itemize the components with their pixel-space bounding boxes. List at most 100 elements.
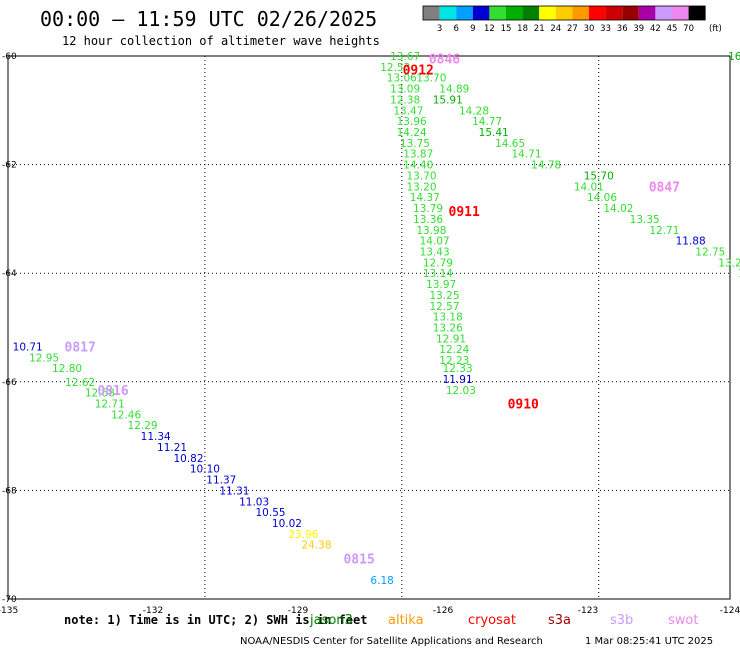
grid-lines	[8, 56, 730, 599]
x-tick-label: -124	[720, 606, 740, 616]
colorbar-label: 36	[617, 24, 628, 34]
colorbar-label: 30	[584, 24, 595, 34]
wave-height-value: 13.09	[390, 84, 420, 96]
colorbar-label: 12	[484, 24, 495, 34]
y-tick-label: -60	[2, 52, 17, 62]
wave-height-value: 12.75	[695, 246, 725, 258]
wave-height-value: 12.91	[436, 333, 466, 345]
wave-height-value: 14.06	[587, 192, 617, 204]
wave-height-value: 11.31	[219, 485, 249, 497]
colorbar-swatch	[439, 6, 457, 20]
y-tick-label: -66	[2, 378, 17, 388]
wave-height-value: 14.40	[403, 160, 433, 172]
colorbar-label: 70	[683, 24, 694, 34]
pass-time-label: 0846	[429, 53, 460, 68]
wave-height-value: 14.89	[439, 84, 469, 96]
wave-height-value: 12.80	[52, 363, 82, 375]
wave-height-value: 12.23	[439, 355, 469, 367]
wave-height-value: 11.88	[676, 236, 706, 248]
colorbar-label: 33	[600, 24, 611, 34]
wave-height-value: 13.70	[406, 170, 436, 182]
wave-height-value: 13.18	[433, 312, 463, 324]
colorbar-label: 45	[667, 24, 678, 34]
wave-height-value: 12.33	[443, 363, 473, 375]
colorbar-swatch	[472, 6, 490, 20]
colorbar-label: 27	[567, 24, 578, 34]
wave-height-value: 14.65	[495, 138, 525, 150]
wave-height-value: 12.68	[85, 388, 115, 400]
wave-height-value: 12.53	[380, 62, 410, 74]
colorbar-swatch	[555, 6, 573, 20]
wave-height-value: 10.55	[256, 507, 286, 519]
wave-height-value: 23.96	[288, 529, 318, 541]
wave-height-value: 13.98	[416, 225, 446, 237]
wave-height-value: 12.62	[65, 377, 95, 389]
wave-height-value: 13.26	[433, 323, 463, 335]
pass-time-label: 0816	[97, 384, 128, 399]
wave-height-value: 14.24	[397, 127, 427, 139]
colorbar-swatch	[655, 6, 672, 20]
wave-height-value: 11.21	[157, 442, 187, 454]
colorbar-swatch	[672, 6, 689, 20]
x-tick-label: -126	[433, 606, 454, 616]
wave-height-value: 10.82	[173, 453, 203, 465]
pass-time-label: 0911	[449, 205, 480, 220]
wave-height-value: 11.37	[206, 475, 236, 487]
wave-height-value: 13.36	[413, 214, 443, 226]
wave-height-value: 12.87	[738, 268, 740, 280]
wave-height-value: 14.71	[511, 149, 541, 161]
wave-height-value: 13.23	[718, 257, 740, 269]
colorbar-label: 24	[550, 24, 561, 34]
colorbar-label: 21	[534, 24, 545, 34]
wave-height-value: 12.95	[29, 352, 59, 364]
wave-height-value: 13.75	[400, 138, 430, 150]
wave-height-value: 10.02	[272, 518, 302, 530]
wave-height-value: 14.07	[420, 236, 450, 248]
wave-height-value: 11.91	[443, 374, 473, 386]
colorbar-swatch	[489, 6, 506, 20]
wave-height-value: 12.03	[446, 385, 476, 397]
x-tick-label: -135	[0, 606, 18, 616]
pass-labels: 0912084607160715091108470848091008170816…	[65, 53, 680, 568]
wave-height-value: 13.43	[420, 246, 450, 258]
wave-height-value: 13.67	[390, 51, 420, 63]
x-tick-label: -132	[143, 606, 163, 616]
plot-frame	[7, 55, 731, 600]
satellite-name: s3a	[548, 613, 571, 628]
data-points: 13.6712.5313.0613.0912.3813.4713.9614.24…	[13, 51, 740, 587]
colorbar-legend: 3 6 9 12 15 18 21 24 27 30 33 36 39 42 45 70	[422, 5, 706, 34]
satellite-name: cryosat	[468, 613, 516, 628]
wave-height-value: 14.01	[574, 181, 604, 193]
colorbar-swatch	[638, 6, 656, 20]
footer-note: note: 1) Time is in UTC; 2) SWH is in fe…	[64, 613, 367, 627]
y-tick-label: -62	[2, 161, 17, 171]
y-tick-label: -68	[2, 486, 17, 496]
wave-height-value: 11.03	[239, 496, 269, 508]
satellite-name: jason3	[309, 613, 353, 628]
wave-height-value: 12.71	[95, 399, 125, 411]
pass-time-label: 0910	[508, 398, 539, 413]
colorbar-swatch	[539, 6, 556, 20]
wave-height-value: 13.14	[423, 268, 453, 280]
wave-height-value: 12.57	[429, 301, 459, 313]
wave-height-value: 13.79	[413, 203, 443, 215]
y-tick-label: -70	[2, 595, 17, 605]
wave-height-value: 13.70	[416, 73, 446, 85]
y-tick-label: -64	[2, 269, 17, 279]
wave-height-value: 13.25	[429, 290, 459, 302]
colorbar-swatch	[688, 6, 706, 20]
wave-height-value: 13.47	[393, 105, 423, 117]
footer-timestamp: 1 Mar 08:25:41 UTC 2025	[585, 636, 713, 647]
satellite-name: s3b	[610, 613, 633, 628]
satellite-name: altika	[388, 613, 424, 628]
chart-subtitle: 12 hour collection of altimeter wave hei…	[62, 34, 380, 48]
pass-time-label: 0817	[65, 341, 96, 356]
colorbar-label: 42	[650, 24, 661, 34]
x-tick-label: -129	[288, 606, 309, 616]
colorbar-label: 15	[501, 24, 512, 34]
wave-height-value: 13.87	[403, 149, 433, 161]
colorbar-swatch	[522, 6, 540, 20]
colorbar-unit: (ft)	[709, 24, 722, 34]
wave-height-value: 13.97	[426, 279, 456, 291]
wave-height-value: 15.41	[479, 127, 509, 139]
